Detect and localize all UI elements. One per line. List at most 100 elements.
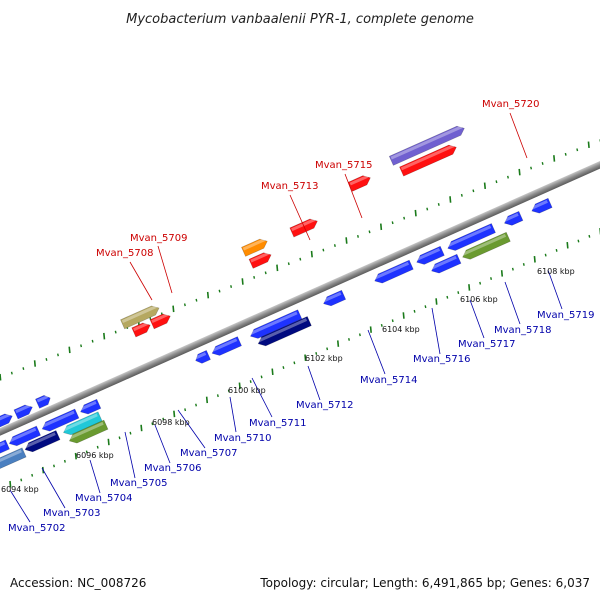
minor-tick [588, 234, 591, 238]
gene-feature [195, 350, 211, 364]
minor-tick [264, 271, 267, 275]
gene-label: Mvan_5718 [494, 325, 551, 336]
callout-leader [367, 329, 386, 375]
minor-tick [195, 298, 198, 302]
gene-feature [13, 404, 33, 420]
gene-feature [24, 430, 61, 453]
major-tick [271, 368, 274, 376]
gene-feature [416, 245, 445, 265]
gene-label: Mvan_5708 [96, 248, 153, 259]
major-tick [566, 241, 569, 249]
gene-feature [120, 305, 160, 330]
major-tick [33, 360, 37, 367]
minor-tick [413, 309, 416, 313]
map-title: Mycobacterium vanbaalenii PYR-1, complet… [126, 12, 474, 27]
gene-label: Mvan_5704 [75, 493, 132, 504]
gene-feature [323, 289, 347, 307]
minor-tick [555, 248, 558, 252]
gene-label: Mvan_5702 [8, 523, 65, 534]
callout-leader [344, 173, 363, 219]
gene-label: Mvan_5707 [180, 448, 237, 459]
major-tick [500, 270, 504, 277]
gene-highlight [41, 410, 75, 428]
gene-highlight [36, 395, 49, 403]
gene-feature [35, 395, 51, 409]
gene-feature [374, 259, 414, 284]
gene-feature [289, 218, 318, 238]
gene-highlight [257, 318, 308, 343]
genome-summary: Topology: circular; Length: 6,491,865 bp… [259, 576, 590, 590]
minor-tick [114, 330, 117, 334]
gene-feature [241, 238, 268, 257]
minor-tick [293, 361, 296, 365]
gene-feature [462, 231, 511, 260]
minor-tick [162, 417, 165, 421]
major-tick [173, 410, 176, 418]
gene-highlight [24, 432, 56, 449]
major-tick [206, 291, 210, 299]
gene-highlight [133, 322, 149, 332]
minor-tick [218, 289, 221, 293]
major-tick [553, 155, 556, 162]
gene-label: Mvan_5713 [261, 181, 318, 192]
minor-tick [183, 303, 186, 307]
major-tick [449, 196, 452, 203]
minor-tick [53, 464, 55, 468]
minor-tick [287, 262, 290, 266]
minor-tick [576, 148, 579, 152]
minor-tick [315, 352, 318, 355]
gene-highlight [322, 291, 342, 303]
gene-feature [0, 447, 27, 480]
accession-label: Accession: NC_008726 [10, 576, 146, 590]
minor-tick [31, 473, 34, 477]
genome-backbone [0, 92, 600, 506]
minor-tick [63, 459, 66, 463]
major-tick [9, 480, 12, 488]
major-tick [74, 452, 77, 460]
gene-callouts: Mvan_5702 Mvan_5703 Mvan_5704 Mvan_5705 Mvan… [8, 99, 594, 534]
gene-label: Mvan_5709 [130, 233, 187, 244]
minor-tick [564, 152, 567, 156]
gene-label: Mvan_5712 [296, 400, 353, 411]
gene-feature [531, 197, 553, 214]
major-tick [304, 354, 307, 361]
callout-leader [89, 459, 101, 494]
minor-tick [511, 267, 514, 271]
gene-label: Mvan_5706 [144, 463, 201, 474]
minor-tick [472, 189, 475, 193]
minor-tick [437, 203, 440, 206]
callout-leader [469, 299, 485, 339]
minor-tick [391, 221, 394, 225]
minor-tick [507, 175, 509, 179]
minor-tick [299, 257, 302, 261]
gene-highlight [400, 144, 455, 171]
coordinate-tick-label: 6108 kbp [537, 267, 575, 276]
gene-feature [8, 425, 41, 447]
gene-feature [447, 223, 496, 251]
gene-feature [211, 336, 242, 356]
gene-highlight [430, 255, 457, 270]
major-tick [533, 256, 536, 263]
minor-tick [91, 339, 94, 343]
minor-tick [326, 347, 329, 351]
minor-tick [20, 478, 23, 482]
coordinate-tick-label: 6100 kbp [228, 386, 266, 395]
coordinate-tick-label: 6096 kbp [76, 451, 114, 460]
minor-tick [424, 305, 427, 309]
minor-tick [357, 234, 359, 238]
gene-feature [504, 210, 524, 226]
minor-tick [10, 371, 13, 375]
major-tick [379, 223, 383, 231]
gene-label: Mvan_5710 [214, 433, 271, 444]
callout-leader [154, 424, 171, 464]
major-tick [345, 237, 348, 244]
gene-label: Mvan_5716 [413, 354, 470, 365]
minor-tick [348, 337, 350, 341]
minor-tick [322, 248, 325, 252]
minor-tick [426, 207, 429, 211]
minor-tick [184, 408, 187, 412]
gene-feature [80, 398, 102, 415]
minor-tick [151, 422, 154, 426]
gene-feature [68, 419, 109, 444]
gene-feature [41, 408, 80, 432]
